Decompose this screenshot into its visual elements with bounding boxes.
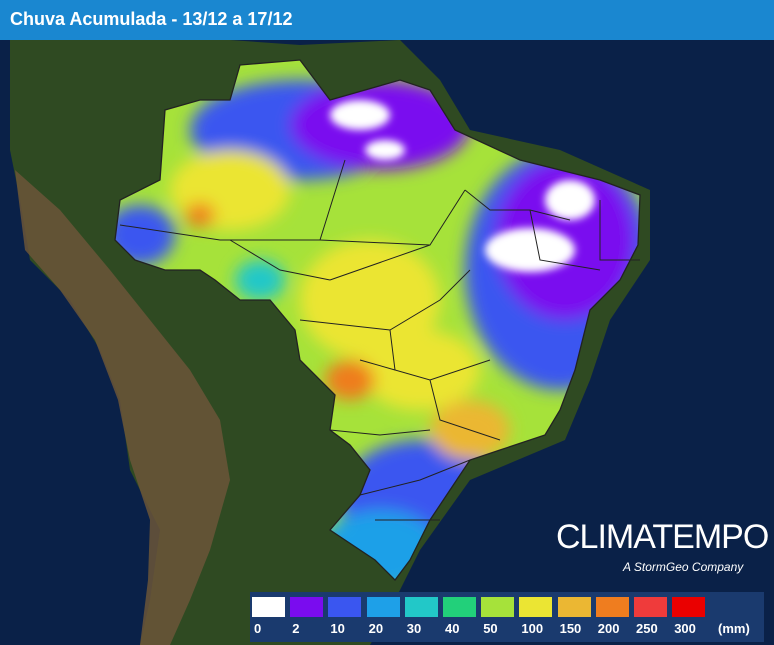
legend-swatch [252,597,285,617]
legend-swatch [595,597,629,617]
legend-swatch [443,597,476,617]
title-bar: Chuva Acumulada - 13/12 a 17/12 [0,0,774,40]
brand-tagline: A StormGeo Company [623,560,744,574]
legend-tick-label: 30 [406,621,422,636]
legend-swatch [481,597,515,617]
brand-name: CLIMATEMPO [556,518,769,556]
color-legend: 0 2 10 20 30 40 50 100 150 200 250 300 (mm) [250,592,764,642]
legend-tick-label: 2 [292,621,300,636]
legend-tick-label: 40 [445,621,460,636]
legend-swatch [404,597,438,617]
legend-tick-label: 20 [368,621,384,636]
legend-tick-label: 50 [483,621,498,636]
legend-swatch [634,597,667,617]
brand-logo: CLIMATEMPO A StormGeo Company [556,518,769,574]
legend-tick-label: 300 [674,621,696,636]
legend-tick-label: 150 [559,621,582,636]
legend-swatch [557,597,591,617]
rainfall-map [0,40,774,645]
legend-tick-label: 0 [254,621,262,636]
legend-tick-label: 10 [330,621,345,636]
legend-tick-label: 250 [636,621,658,636]
map-title: Chuva Acumulada - 13/12 a 17/12 [10,9,293,29]
legend-unit: (mm) [718,621,750,636]
legend-swatch [328,597,362,617]
legend-swatch [366,597,400,617]
legend-tick-label: 100 [521,621,544,636]
legend-swatch [519,597,553,617]
state-borders [114,59,641,581]
andes-region [15,170,230,645]
legend-swatch [290,597,324,617]
legend-tick-label: 200 [597,621,620,636]
legend-swatch [672,597,706,617]
